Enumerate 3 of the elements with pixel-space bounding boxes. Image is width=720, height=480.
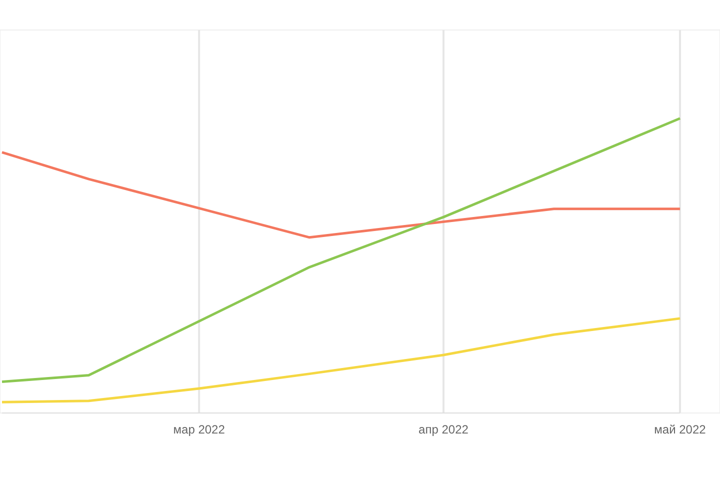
x-tick-label: мар 2022: [173, 422, 226, 437]
x-tick-label: май 2022: [654, 422, 706, 437]
x-tick-label: апр 2022: [418, 422, 469, 437]
